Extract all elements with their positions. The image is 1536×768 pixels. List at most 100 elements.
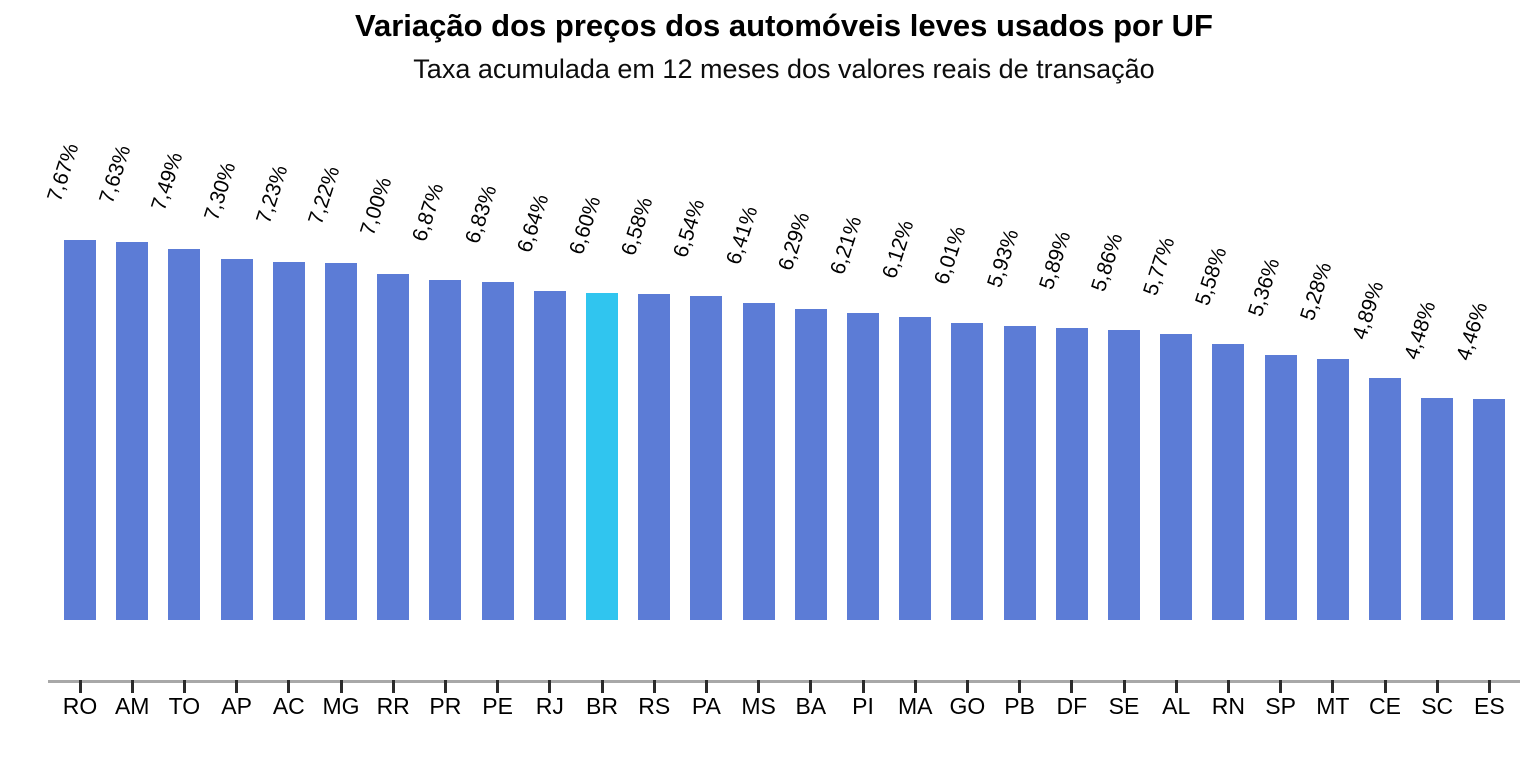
bar-am [116,242,149,620]
bar-mg [325,262,357,620]
x-axis-label-ce: CE [1369,693,1401,719]
bar-value-label-ce: 4,89% [1348,278,1389,343]
x-axis-label-ma: MA [897,693,933,719]
x-axis-tick-sp [1279,680,1283,693]
bar-es [1473,399,1506,620]
x-axis-tick-al [1174,680,1178,693]
x-axis-label-rr: RR [376,693,410,719]
x-axis-label-pr: PR [429,693,462,719]
bar-value-label-go: 6,01% [930,223,971,287]
bar-al [1160,334,1193,620]
bar-value-label-to: 7,49% [147,149,188,214]
bar-value-label-br: 6,60% [565,193,606,258]
bar-value-label-df: 5,89% [1034,229,1076,293]
x-axis-label-to: TO [168,693,201,719]
bar-ce [1369,377,1401,620]
x-axis-tick-mg [339,680,343,693]
x-axis-label-br: BR [586,693,618,719]
x-axis-tick-rs [652,680,656,693]
x-axis-label-ap: AP [221,693,252,719]
x-axis-label-mt: MT [1316,693,1350,719]
x-axis-tick-br [600,680,604,693]
x-axis-tick-pi [861,680,865,693]
x-axis-tick-pr [443,680,447,693]
x-axis-tick-es [1487,680,1491,693]
x-axis-label-ro: RO [62,693,98,719]
x-axis-label-pe: PE [482,693,513,719]
bar-ap [220,258,253,620]
x-axis-label-ba: BA [795,693,827,719]
x-axis-label-ms: MS [741,693,776,719]
x-axis-label-mg: MG [322,693,360,719]
bar-value-label-ma: 6,12% [878,217,919,282]
x-axis-tick-ba [809,680,813,693]
x-axis-label-sc: SC [1421,693,1454,719]
bar-pi [847,312,879,620]
x-axis-label-go: GO [949,693,986,719]
bar-pb [1003,326,1036,620]
x-axis-label-se: SE [1108,693,1140,719]
bar-ro [64,240,96,620]
bar-value-label-rn: 5,58% [1191,244,1232,309]
x-axis-tick-ms [757,680,761,693]
x-axis-label-pb: PB [1004,693,1035,719]
bar-rs [638,294,671,620]
x-axis-tick-ac [287,680,291,693]
bar-value-label-se: 5,86% [1087,230,1128,295]
bar-value-label-pb: 5,93% [982,227,1023,291]
bar-value-label-ba: 6,29% [773,209,815,273]
x-axis-label-rs: RS [638,693,671,719]
bar-value-label-ac: 7,23% [251,162,293,227]
x-axis-line [48,680,1520,683]
x-axis-label-rn: RN [1211,693,1246,719]
x-axis-label-pa: PA [691,693,721,719]
x-axis-tick-df [1070,680,1074,693]
x-axis-tick-mt [1331,680,1335,693]
bar-value-label-pr: 6,87% [408,180,449,245]
x-axis-label-ac: AC [272,693,305,719]
bar-value-label-pe: 6,83% [460,182,501,247]
bar-mt [1316,358,1349,620]
bar-value-label-rj: 6,64% [512,191,554,256]
x-axis-tick-am [130,680,134,693]
bar-pr [429,279,462,620]
bar-to [168,249,201,620]
bar-value-label-mg: 7,22% [304,163,345,227]
bar-sc [1421,398,1454,620]
x-axis-tick-rr [391,680,395,693]
x-axis-label-rj: RJ [535,693,564,719]
x-axis-label-pi: PI [852,693,874,719]
x-axis-label-sp: SP [1265,693,1296,719]
bar-value-label-ro: 7,67% [43,140,84,205]
bar-ma [899,317,932,620]
bar-value-label-ap: 7,30% [199,159,240,223]
bar-value-label-mt: 5,28% [1295,259,1337,323]
x-axis-tick-ap [235,680,239,693]
bar-value-label-al: 5,77% [1139,234,1180,299]
bar-value-label-ms: 6,41% [721,203,762,268]
x-axis-tick-go [965,680,969,693]
chart-subtitle: Taxa acumulada em 12 meses dos valores r… [413,54,1155,84]
bar-rj [533,291,566,620]
bar-value-label-rr: 7,00% [356,174,397,238]
x-axis-tick-ro [78,680,82,693]
x-axis-tick-se [1122,680,1126,693]
x-axis-tick-rn [1226,680,1230,693]
bar-value-label-am: 7,63% [95,142,136,207]
x-axis-tick-sc [1435,680,1439,693]
bar-value-label-rs: 6,58% [617,194,658,259]
bar-pe [481,281,514,620]
bar-value-label-es: 4,46% [1452,299,1493,364]
x-axis-tick-rj [548,680,552,693]
x-axis-label-am: AM [114,693,150,719]
bar-ba [794,308,827,620]
bar-go [951,322,984,620]
x-axis-label-es: ES [1474,693,1505,719]
bar-ac [272,262,305,620]
bar-value-label-sc: 4,48% [1400,298,1441,363]
x-axis-label-df: DF [1056,693,1088,719]
x-axis-label-al: AL [1162,693,1191,719]
bar-df [1055,328,1088,620]
